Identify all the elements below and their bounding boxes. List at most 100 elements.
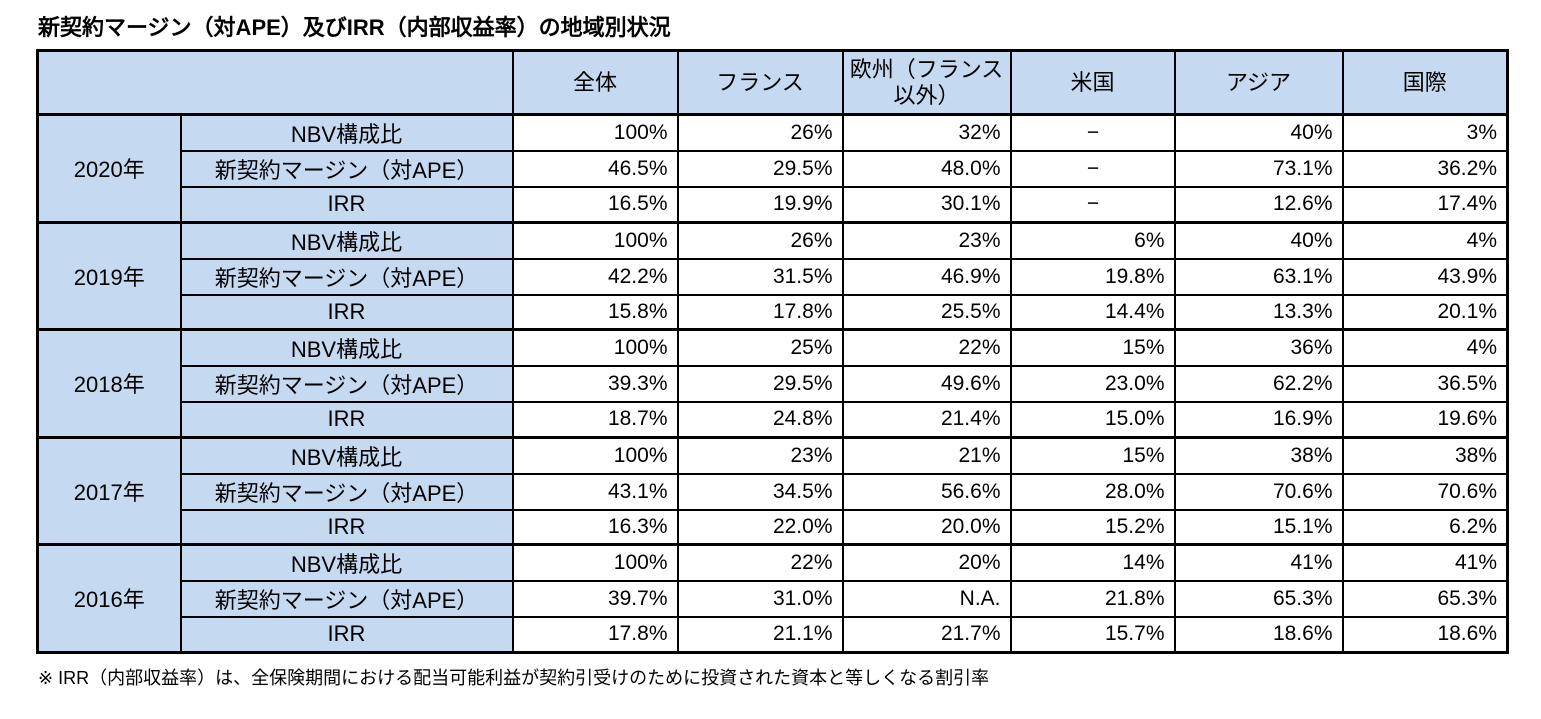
data-cell: 6.2% <box>1341 508 1509 546</box>
data-cell: − <box>1009 186 1176 223</box>
data-cell: 56.6% <box>841 472 1012 511</box>
data-cell: 48.0% <box>841 150 1012 188</box>
data-cell: 15.2% <box>1009 508 1176 546</box>
header-corner-cell <box>36 49 514 116</box>
data-cell: 40% <box>1173 220 1344 260</box>
data-cell: 16.3% <box>511 508 679 546</box>
data-cell: 18.6% <box>1173 616 1344 653</box>
data-cell: 29.5% <box>676 365 844 403</box>
column-header-europe-ex-france: 欧州（フランス以外） <box>841 49 1012 116</box>
data-cell: 24.8% <box>676 401 844 438</box>
data-cell: 34.5% <box>676 472 844 511</box>
data-cell: 43.1% <box>511 472 679 511</box>
page-title: 新契約マージン（対APE）及びIRR（内部収益率）の地域別状況 <box>38 15 671 40</box>
data-cell: 38% <box>1341 435 1509 475</box>
data-cell: 21.1% <box>676 616 844 653</box>
data-cell: 15.7% <box>1009 616 1176 653</box>
data-cell: 70.6% <box>1341 472 1509 511</box>
data-cell: 15.0% <box>1009 401 1176 438</box>
table-row: 2016年 NBV構成比 100% 22% 20% 14% 41% 41% <box>36 543 1509 653</box>
data-cell: 29.5% <box>676 150 844 188</box>
data-cell: 100% <box>511 435 679 475</box>
row-label: IRR <box>179 186 514 223</box>
data-cell: 22.0% <box>676 508 844 546</box>
table-row: IRR 15.8% 17.8% 25.5% 14.4% 13.3% 20.1% <box>38 293 1509 331</box>
year-cell: 2020年 <box>36 113 182 223</box>
data-cell: 21.4% <box>841 401 1012 438</box>
data-cell: 100% <box>511 220 679 260</box>
table-row: 2018年 NBV構成比 100% 25% 22% 15% 36% 4% <box>36 328 1509 438</box>
column-header-us: 米国 <box>1009 49 1176 116</box>
data-cell: 18.6% <box>1341 616 1509 653</box>
data-cell: 21.7% <box>841 616 1012 653</box>
data-cell: − <box>1009 150 1176 188</box>
data-cell: 62.2% <box>1173 365 1344 403</box>
data-cell: 19.9% <box>676 186 844 223</box>
data-cell: 41% <box>1173 543 1344 582</box>
data-cell: 49.6% <box>841 365 1012 403</box>
data-cell: 4% <box>1341 220 1509 260</box>
row-label: IRR <box>179 401 514 438</box>
region-data-table: 全体 フランス 欧州（フランス以外） 米国 アジア 国際 2020年 NBV構成比… <box>36 49 1509 654</box>
data-cell: 25% <box>676 328 844 367</box>
data-cell: 17.4% <box>1341 186 1509 223</box>
year-cell: 2017年 <box>36 435 182 546</box>
data-cell: 20.1% <box>1341 293 1509 331</box>
table-row: 2017年 NBV構成比 100% 23% 21% 15% 38% 38% <box>36 435 1509 546</box>
data-cell: 23.0% <box>1009 365 1176 403</box>
column-header-france: フランス <box>676 49 844 116</box>
footnote: ※ IRR（内部収益率）は、全保険期間における配当可能利益が契約引受けのために投… <box>38 667 990 688</box>
data-cell: 12.6% <box>1173 186 1344 223</box>
table-body: 2020年 NBV構成比 100% 26% 32% −40% 3% 新契約マージン（対APE）… <box>36 113 1509 653</box>
data-cell: 20% <box>841 543 1012 582</box>
data-cell: 36% <box>1173 328 1344 367</box>
column-header-asia: アジア <box>1173 49 1344 116</box>
table-row: IRR 17.8% 21.1% 21.7% 15.7% 18.6% 18.6% <box>38 616 1509 653</box>
header-row: 全体 フランス 欧州（フランス以外） 米国 アジア 国際 <box>36 49 1509 116</box>
data-cell: 18.7% <box>511 401 679 438</box>
data-cell: − <box>1009 113 1176 152</box>
data-cell: 41% <box>1341 543 1509 582</box>
table-row: 2019年 NBV構成比 100% 26% 23% 6% 40% 4% <box>36 220 1509 331</box>
data-cell: 20.0% <box>841 508 1012 546</box>
data-cell: 16.5% <box>511 186 679 223</box>
data-cell: 65.3% <box>1341 580 1509 618</box>
report-page: 新契約マージン（対APE）及びIRR（内部収益率）の地域別状況 全体 フランス … <box>36 15 1509 688</box>
data-cell: 17.8% <box>676 293 844 331</box>
row-label: 新契約マージン（対APE） <box>179 150 514 188</box>
column-header-total: 全体 <box>511 49 679 116</box>
data-cell: 15% <box>1009 435 1176 475</box>
row-label: NBV構成比 <box>179 220 514 260</box>
row-label: NBV構成比 <box>179 435 514 475</box>
table-header: 全体 フランス 欧州（フランス以外） 米国 アジア 国際 <box>36 49 1509 116</box>
data-cell: 13.3% <box>1173 293 1344 331</box>
row-label: 新契約マージン（対APE） <box>179 580 514 618</box>
data-cell: N.A. <box>841 580 1012 618</box>
data-cell: 31.0% <box>676 580 844 618</box>
data-cell: 46.9% <box>841 257 1012 296</box>
row-label: IRR <box>179 616 514 653</box>
data-cell: 15% <box>1009 328 1176 367</box>
row-label: NBV構成比 <box>179 113 514 152</box>
data-cell: 36.5% <box>1341 365 1509 403</box>
table-row: 新契約マージン（対APE） 39.3% 29.5% 49.6% 23.0% 62.2% 36… <box>38 365 1509 403</box>
data-cell: 22% <box>841 328 1012 367</box>
table-row: 新契約マージン（対APE） 46.5% 29.5% 48.0% −73.1% 36.2% <box>38 150 1509 188</box>
data-cell: 70.6% <box>1173 472 1344 511</box>
data-cell: 39.3% <box>511 365 679 403</box>
table-row: IRR 16.5% 19.9% 30.1% −12.6% 17.4% <box>38 186 1509 223</box>
data-cell: 3% <box>1341 113 1509 152</box>
data-cell: 15.1% <box>1173 508 1344 546</box>
data-cell: 25.5% <box>841 293 1012 331</box>
data-cell: 65.3% <box>1173 580 1344 618</box>
table-row: 新契約マージン（対APE） 43.1% 34.5% 56.6% 28.0% 70.6% 70… <box>38 472 1509 511</box>
data-cell: 16.9% <box>1173 401 1344 438</box>
row-label: 新契約マージン（対APE） <box>179 257 514 296</box>
data-cell: 15.8% <box>511 293 679 331</box>
data-cell: 28.0% <box>1009 472 1176 511</box>
data-cell: 30.1% <box>841 186 1012 223</box>
data-cell: 43.9% <box>1341 257 1509 296</box>
data-cell: 21.8% <box>1009 580 1176 618</box>
row-label: 新契約マージン（対APE） <box>179 365 514 403</box>
data-cell: 46.5% <box>511 150 679 188</box>
